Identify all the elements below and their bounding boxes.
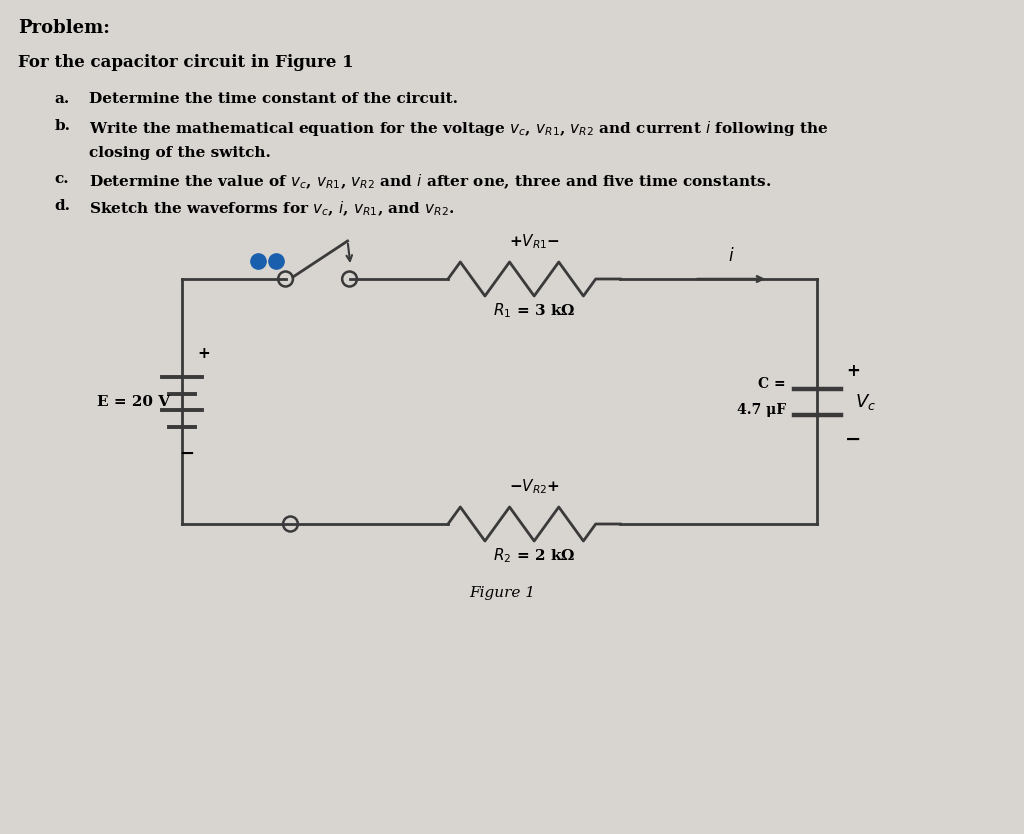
Text: $R_2$ = 2 kΩ: $R_2$ = 2 kΩ xyxy=(493,546,575,565)
Text: −: − xyxy=(179,445,195,463)
Text: −: − xyxy=(845,430,861,449)
Text: +: + xyxy=(846,363,859,380)
Text: +$V_{R1}$−: +$V_{R1}$− xyxy=(509,233,560,251)
Text: $i$: $i$ xyxy=(728,247,734,265)
Text: Determine the time constant of the circuit.: Determine the time constant of the circu… xyxy=(89,92,458,106)
Text: closing of the switch.: closing of the switch. xyxy=(89,146,270,160)
Text: $V_c$: $V_c$ xyxy=(855,391,876,411)
Text: E = 20 V: E = 20 V xyxy=(97,394,170,409)
Text: b.: b. xyxy=(54,119,71,133)
Text: Sketch the waveforms for $v_c$, $i$, $v_{R1}$, and $v_{R2}$.: Sketch the waveforms for $v_c$, $i$, $v_… xyxy=(89,199,454,218)
Text: d.: d. xyxy=(54,199,71,213)
Text: Determine the value of $v_c$, $v_{R1}$, $v_{R2}$ and $i$ after one, three and fi: Determine the value of $v_c$, $v_{R1}$, … xyxy=(89,172,771,191)
Text: a.: a. xyxy=(54,92,70,106)
Text: c.: c. xyxy=(54,172,69,186)
Text: +: + xyxy=(198,346,210,361)
Text: Problem:: Problem: xyxy=(17,19,110,37)
Text: $R_1$ = 3 kΩ: $R_1$ = 3 kΩ xyxy=(493,301,575,319)
Text: −$V_{R2}$+: −$V_{R2}$+ xyxy=(509,477,560,496)
Text: For the capacitor circuit in Figure 1: For the capacitor circuit in Figure 1 xyxy=(17,54,353,71)
Text: Figure 1: Figure 1 xyxy=(469,586,536,600)
Text: 4.7 μF: 4.7 μF xyxy=(736,404,785,418)
Text: Write the mathematical equation for the voltage $v_c$, $v_{R1}$, $v_{R2}$ and cu: Write the mathematical equation for the … xyxy=(89,119,828,138)
Text: C =: C = xyxy=(758,378,785,391)
